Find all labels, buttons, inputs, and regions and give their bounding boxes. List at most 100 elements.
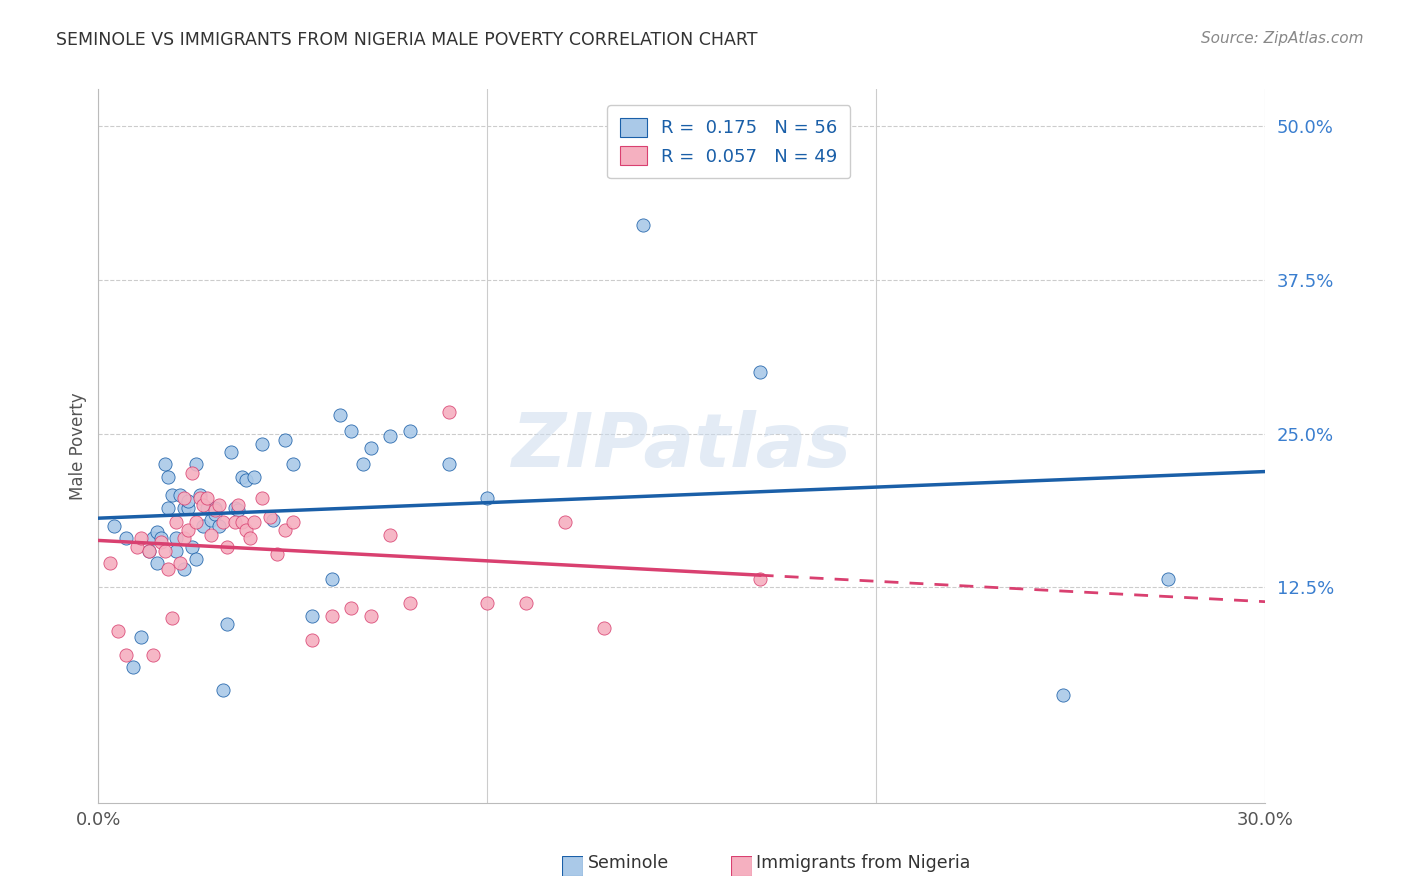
nigeria [228,498,250,512]
seminole [631,218,654,232]
Legend: R =  0.175   N = 56, R =  0.057   N = 49: R = 0.175 N = 56, R = 0.057 N = 49 [607,105,851,178]
nigeria [340,601,363,615]
seminole [243,469,266,483]
seminole [250,436,273,450]
seminole [204,507,226,521]
nigeria [593,621,616,635]
seminole [149,531,172,545]
seminole [301,608,323,623]
Text: Immigrants from Nigeria: Immigrants from Nigeria [756,855,970,872]
seminole [193,519,215,533]
seminole [188,488,211,502]
nigeria [142,648,165,662]
seminole [138,543,160,558]
nigeria [169,556,191,570]
seminole [177,500,200,515]
nigeria [173,491,195,505]
nigeria [224,516,246,530]
nigeria [107,624,129,638]
nigeria [378,527,402,541]
Text: SEMINOLE VS IMMIGRANTS FROM NIGERIA MALE POVERTY CORRELATION CHART: SEMINOLE VS IMMIGRANTS FROM NIGERIA MALE… [56,31,758,49]
seminole [184,552,207,566]
seminole [281,458,304,472]
seminole [162,488,184,502]
seminole [1157,572,1180,586]
seminole [142,531,165,545]
nigeria [231,516,253,530]
seminole [173,500,195,515]
seminole [224,500,246,515]
nigeria [748,572,770,586]
nigeria [266,547,288,561]
seminole [173,562,195,576]
Text: Source: ZipAtlas.com: Source: ZipAtlas.com [1201,31,1364,46]
seminole [195,500,218,515]
Text: Seminole: Seminole [588,855,669,872]
seminole [329,409,352,423]
nigeria [301,633,323,648]
seminole [378,429,402,443]
seminole [200,513,222,527]
nigeria [477,597,499,611]
nigeria [195,491,218,505]
nigeria [554,516,576,530]
nigeria [212,516,235,530]
nigeria [208,498,231,512]
nigeria [281,516,304,530]
seminole [228,503,250,517]
nigeria [177,523,200,537]
nigeria [162,611,184,625]
nigeria [188,491,211,505]
nigeria [157,562,180,576]
nigeria [215,540,238,554]
nigeria [250,491,273,505]
seminole [321,572,343,586]
nigeria [437,404,460,418]
seminole [103,519,125,533]
seminole [157,500,180,515]
seminole [204,500,226,515]
seminole [437,458,460,472]
nigeria [200,527,222,541]
nigeria [153,543,176,558]
seminole [398,424,420,438]
nigeria [274,523,297,537]
nigeria [138,543,160,558]
nigeria [173,531,195,545]
seminole [1052,688,1074,702]
seminole [352,458,374,472]
seminole [157,469,180,483]
seminole [477,491,499,505]
seminole [360,442,382,456]
nigeria [360,608,382,623]
seminole [165,531,187,545]
seminole [231,469,253,483]
seminole [208,519,231,533]
seminole [129,630,152,644]
seminole [153,458,176,472]
seminole [146,525,169,540]
nigeria [235,523,257,537]
seminole [165,543,187,558]
nigeria [165,516,187,530]
seminole [262,513,284,527]
nigeria [239,531,262,545]
seminole [146,556,169,570]
nigeria [184,516,207,530]
seminole [235,474,257,488]
nigeria [398,597,420,611]
seminole [212,682,235,697]
seminole [340,424,363,438]
nigeria [243,516,266,530]
nigeria [149,535,172,549]
seminole [215,617,238,632]
nigeria [321,608,343,623]
nigeria [259,510,281,524]
seminole [122,660,145,674]
nigeria [98,556,121,570]
seminole [169,488,191,502]
nigeria [204,503,226,517]
seminole [219,445,242,459]
nigeria [193,498,215,512]
seminole [184,458,207,472]
